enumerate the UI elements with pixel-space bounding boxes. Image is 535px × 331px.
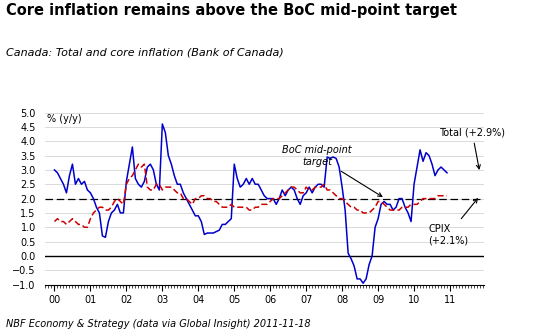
- Text: Core inflation remains above the BoC mid-point target: Core inflation remains above the BoC mid…: [6, 3, 457, 18]
- Text: NBF Economy & Strategy (data via Global Insight) 2011-11-18: NBF Economy & Strategy (data via Global …: [6, 319, 311, 329]
- Text: CPIX
(+2.1%): CPIX (+2.1%): [429, 199, 477, 245]
- Text: Canada: Total and core inflation (Bank of Canada): Canada: Total and core inflation (Bank o…: [6, 48, 284, 58]
- Text: Total (+2.9%): Total (+2.9%): [439, 128, 505, 169]
- Text: % (y/y): % (y/y): [47, 114, 82, 124]
- Text: BoC mid-point
target: BoC mid-point target: [282, 145, 382, 197]
